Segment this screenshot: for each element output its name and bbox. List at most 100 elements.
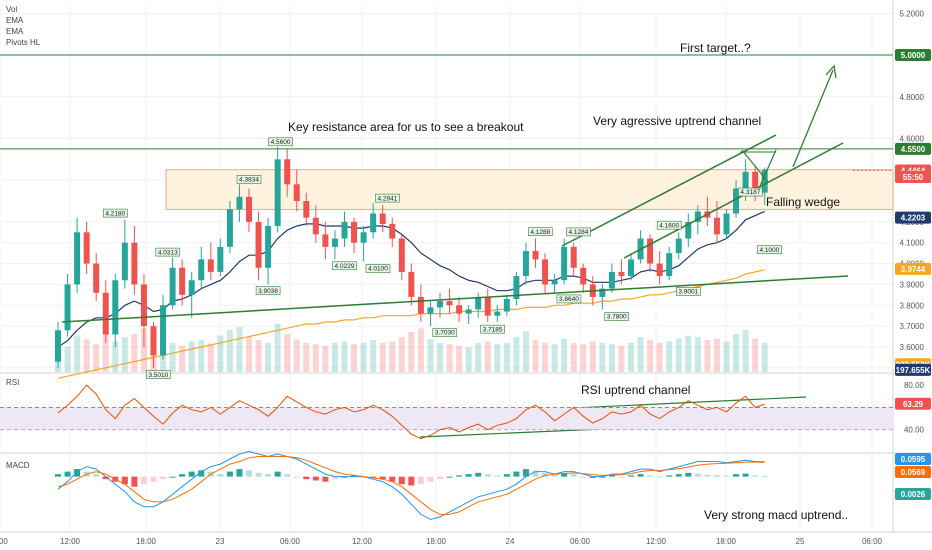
macd-histogram-bar — [761, 475, 768, 477]
volume-bar — [752, 338, 759, 372]
pivot-label: 4.2941 — [375, 193, 400, 203]
volume-bar — [742, 329, 749, 372]
pivot-box — [255, 286, 281, 295]
candle-body — [322, 234, 329, 247]
macd-histogram-bar — [647, 475, 654, 477]
macd-histogram-bar — [169, 476, 176, 478]
volume-bar — [599, 342, 606, 372]
volume-bar — [723, 341, 730, 372]
candle-body — [150, 326, 157, 356]
macd-histogram-bar — [217, 474, 224, 477]
price-tick-label: 4.6000 — [900, 134, 925, 143]
volume-bar — [522, 331, 529, 372]
macd-histogram-bar — [293, 476, 300, 478]
pivot-box — [675, 287, 701, 296]
candle-body — [64, 284, 71, 331]
macd-histogram-bar — [351, 475, 358, 477]
pivot-value: 3.5010 — [148, 372, 168, 379]
annotation-first-target: First target..? — [680, 41, 751, 55]
candle-body — [446, 301, 453, 306]
candle-body — [618, 271, 625, 277]
candle-body — [656, 263, 663, 277]
candle-body — [389, 223, 396, 239]
volume-bar — [408, 332, 415, 372]
volume-bar — [74, 335, 81, 372]
time-tick-label: 12:00 — [60, 537, 81, 546]
candle-body — [733, 188, 740, 214]
time-tick-label: 06:00 — [570, 537, 591, 546]
candle-body — [437, 301, 443, 308]
volume-bar — [169, 342, 176, 372]
candle-body — [83, 232, 90, 264]
volume-bar — [675, 338, 682, 372]
pivot-value: 3.9001 — [678, 289, 698, 296]
volume-bar — [446, 344, 453, 372]
price-tag-bg — [895, 363, 931, 376]
price-tag-bg — [895, 262, 931, 275]
price-tag-text: 197.655K — [896, 366, 931, 375]
macd-histogram-bar — [284, 474, 291, 477]
price-tag-bg — [895, 211, 931, 224]
macd-histogram-bar — [637, 474, 644, 477]
pivot-box — [480, 324, 505, 334]
price-tag-text: 4.2203 — [901, 214, 926, 223]
macd-histogram-bar — [93, 474, 100, 477]
macd-histogram-bar — [360, 476, 367, 478]
macd-histogram-bar — [417, 476, 424, 485]
candle-body — [160, 305, 167, 356]
price-tag-text: 4.4464 — [901, 166, 926, 175]
volume-bars — [55, 324, 768, 372]
candle-body — [465, 309, 472, 314]
volume-bar — [236, 326, 243, 372]
price-tick-label: 3.7000 — [900, 322, 925, 331]
volume-bar — [618, 345, 625, 372]
macd-histogram-bar — [226, 471, 233, 477]
pivot-value: 4.1600 — [659, 222, 679, 229]
volume-bar — [64, 346, 71, 372]
price-tag-bg — [895, 171, 931, 184]
macd-histogram-bar — [675, 474, 682, 477]
macd-value-tag: 0.0026 — [895, 488, 931, 500]
rsi-value-tag-bg — [895, 397, 931, 410]
pivot-box — [145, 370, 171, 379]
macd-histogram-bar — [570, 474, 577, 477]
time-tick-label: 25 — [796, 537, 805, 546]
macd-histogram-bar — [704, 474, 711, 477]
pivot-box — [432, 328, 458, 337]
wedge-line-b — [759, 149, 777, 187]
level-lines — [0, 54, 893, 171]
rsi-line — [57, 384, 765, 440]
pivot-label: 4.0313 — [155, 247, 181, 257]
candle-body — [341, 221, 348, 239]
time-tick-label: 0:00 — [0, 537, 8, 546]
volume-bar — [465, 347, 472, 372]
candle-body — [427, 307, 434, 314]
volume-bar — [628, 342, 634, 372]
macd-histogram-bar — [322, 476, 329, 482]
volume-bar — [437, 342, 443, 372]
candle-body — [723, 213, 730, 235]
pivot-box — [556, 294, 582, 304]
candle-body — [236, 196, 243, 210]
macd-histogram-bar — [608, 475, 615, 477]
volume-bar — [265, 342, 272, 372]
rsi-pane — [0, 384, 893, 440]
pivot-value: 3.7030 — [435, 330, 455, 337]
volume-bar — [484, 341, 491, 372]
candle-body — [121, 242, 128, 281]
ema-fast-line — [57, 210, 765, 348]
pivot-box — [236, 175, 262, 184]
annotation-falling-wedge: Falling wedge — [766, 195, 840, 209]
time-tick-label: 24 — [506, 537, 515, 546]
macd-histogram-bar — [437, 476, 443, 480]
pivot-label: 3.5010 — [145, 370, 171, 379]
macd-histogram-bar — [446, 476, 453, 478]
candle-body — [112, 280, 119, 335]
candle-body — [542, 259, 549, 285]
pivot-box — [566, 227, 591, 237]
annotation-resistance: Key resistance area for us to see a brea… — [288, 120, 524, 134]
time-tick-label: 18:00 — [716, 537, 737, 546]
volume-bar — [226, 329, 233, 372]
volume-bar — [656, 342, 663, 372]
volume-bar — [312, 344, 319, 372]
